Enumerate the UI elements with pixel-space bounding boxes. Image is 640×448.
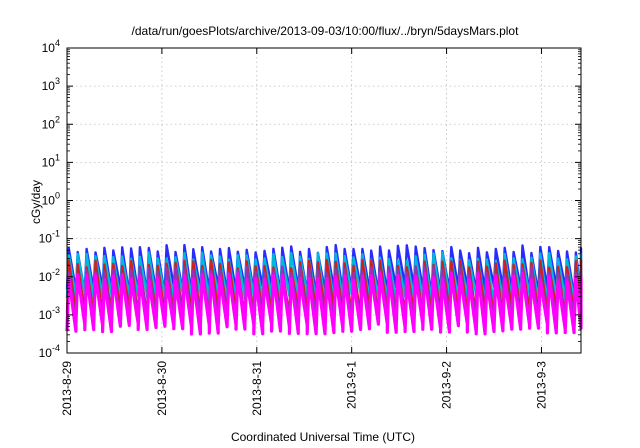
series-line-5 xyxy=(65,271,583,336)
x-tick-labels: 2013-8-29 2013-8-30 2013-8-31 2013-9-1 2013-… xyxy=(60,361,548,416)
series-layer xyxy=(65,243,583,336)
y-tick-label: 104 xyxy=(42,38,60,55)
y-tick-label: 10-4 xyxy=(39,343,60,360)
axes xyxy=(66,47,582,354)
y-tick-label: 10-3 xyxy=(39,305,60,322)
x-tick-label: 2013-9-3 xyxy=(534,361,548,409)
x-tick-label: 2013-8-30 xyxy=(155,361,169,416)
y-tick-label: 102 xyxy=(42,114,60,131)
y-tick-labels: 10-4 10-3 10-2 10-1 100 101 102 103 104 xyxy=(39,38,60,360)
y-tick-label: 100 xyxy=(42,191,60,208)
y-tick-label: 10-2 xyxy=(39,267,60,284)
x-tick-label: 2013-9-1 xyxy=(345,361,359,409)
chart-title: /data/run/goesPlots/archive/2013-09-03/1… xyxy=(132,24,520,38)
y-axis-label: cGy/day xyxy=(29,180,43,224)
x-tick-label: 2013-8-29 xyxy=(60,361,74,416)
y-tick-label: 10-1 xyxy=(39,229,60,246)
y-tick-label: 103 xyxy=(42,76,60,93)
x-axis-label: Coordinated Universal Time (UTC) xyxy=(231,430,415,444)
x-tick-label: 2013-9-2 xyxy=(440,361,454,409)
x-tick-label: 2013-8-31 xyxy=(250,361,264,416)
y-tick-label: 101 xyxy=(42,152,60,169)
